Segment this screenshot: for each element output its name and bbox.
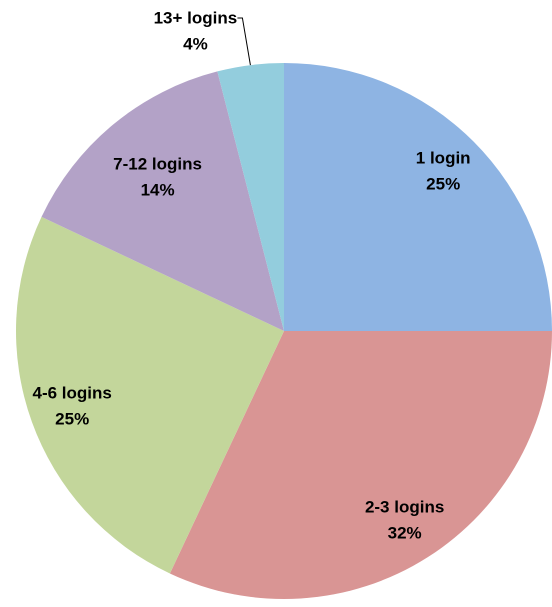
pie-slice — [169, 331, 552, 599]
slice-label: 2-3 logins — [365, 498, 444, 517]
slice-percent: 25% — [55, 410, 89, 429]
pie-slice — [16, 216, 285, 574]
pie-slice — [41, 71, 285, 332]
slice-percent: 14% — [141, 181, 175, 200]
leader-line — [237, 17, 251, 66]
pie-slice — [217, 63, 284, 331]
slice-label: 4-6 logins — [33, 384, 112, 403]
slice-percent: 4% — [183, 34, 208, 53]
slice-label: 7-12 logins — [113, 155, 202, 174]
slice-percent: 32% — [388, 524, 422, 543]
slice-label: 1 login — [416, 148, 471, 167]
pie-slice — [284, 63, 552, 331]
slice-label: 13+ logins — [154, 8, 238, 27]
slice-percent: 25% — [426, 174, 460, 193]
